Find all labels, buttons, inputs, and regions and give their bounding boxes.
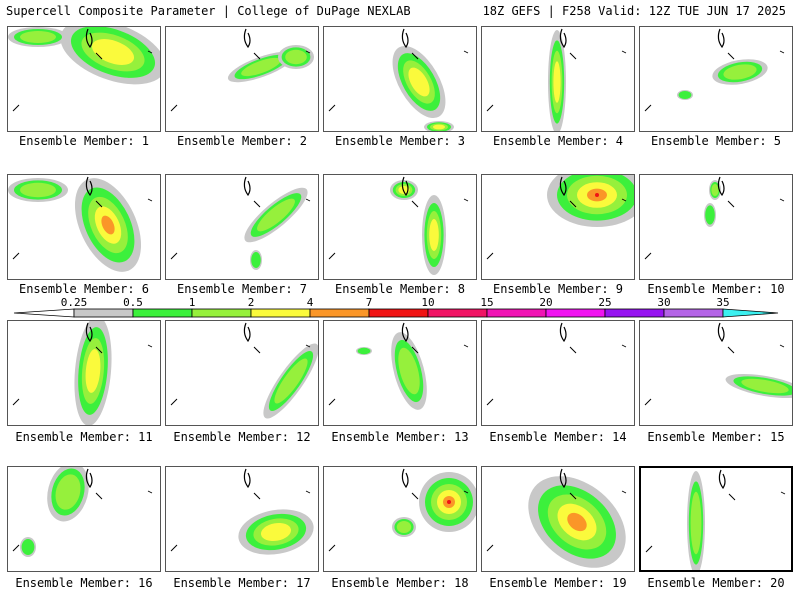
ensemble-member-panel[interactable] <box>165 320 319 426</box>
colorbar-segment <box>73 308 134 318</box>
colorbar-segment <box>486 308 547 318</box>
ensemble-member-label: Ensemble Member: 3 <box>334 134 466 148</box>
scp-map <box>8 176 153 272</box>
ensemble-member-panel[interactable] <box>639 26 793 132</box>
ensemble-member-label: Ensemble Member: 15 <box>647 430 785 444</box>
color-scale-legend: 0.25 0.5 1 2 4 7 10 15 20 25 30 35 <box>13 296 779 318</box>
ensemble-member-label: Ensemble Member: 12 <box>173 430 311 444</box>
colorbar-tick-label: 20 <box>539 296 552 309</box>
scp-map <box>170 176 311 270</box>
colorbar-tick-label: 30 <box>657 296 670 309</box>
ensemble-member-panel[interactable] <box>7 466 161 572</box>
ensemble-member-label: Ensemble Member: 16 <box>15 576 153 590</box>
ensemble-member-panel[interactable] <box>7 26 161 132</box>
colorbar-tick-label: 2 <box>248 296 255 309</box>
ensemble-member-label: Ensemble Member: 4 <box>492 134 624 148</box>
scp-map <box>8 27 160 112</box>
ensemble-member-label: Ensemble Member: 7 <box>176 282 308 296</box>
scp-map <box>486 28 627 131</box>
scp-map <box>486 175 634 260</box>
scp-map <box>328 468 476 552</box>
colorbar-segment <box>545 308 606 318</box>
colorbar-tick-label: 15 <box>480 296 493 309</box>
scp-map <box>328 28 469 131</box>
ensemble-member-label: Ensemble Member: 13 <box>331 430 469 444</box>
scp-map <box>486 468 627 568</box>
ensemble-member-panel[interactable] <box>165 174 319 280</box>
ensemble-member-label: Ensemble Member: 18 <box>331 576 469 590</box>
ensemble-member-label: Ensemble Member: 10 <box>647 282 785 296</box>
colorbar-tick-label: 7 <box>366 296 373 309</box>
ensemble-member-label: Ensemble Member: 19 <box>489 576 627 590</box>
colorbar-segment <box>604 308 665 318</box>
colorbar-tick-label: 0.25 <box>61 296 88 309</box>
colorbar-tick-label: 0.5 <box>123 296 143 309</box>
colorbar-tick-label: 10 <box>421 296 434 309</box>
scp-map <box>170 468 314 555</box>
ensemble-member-label: Ensemble Member: 9 <box>492 282 624 296</box>
colorbar-tick-label: 25 <box>598 296 611 309</box>
scp-map <box>328 322 469 410</box>
scp-map <box>644 28 785 112</box>
ensemble-member-label: Ensemble Member: 20 <box>647 576 785 590</box>
ensemble-member-panel[interactable] <box>7 174 161 280</box>
colorbar-segment <box>368 308 429 318</box>
ensemble-member-panel[interactable] <box>481 26 635 132</box>
ensemble-member-panel[interactable] <box>165 466 319 572</box>
colorbar-segment <box>722 308 779 318</box>
scp-map <box>12 467 153 557</box>
scp-map <box>644 176 785 260</box>
colorbar-low-arrow <box>13 308 75 318</box>
ensemble-member-panel[interactable] <box>639 320 793 426</box>
colorbar-segment <box>132 308 193 318</box>
colorbar-segment <box>427 308 488 318</box>
ensemble-member-panel[interactable] <box>7 320 161 426</box>
ensemble-member-panel[interactable] <box>481 174 635 280</box>
colorbar-tick-label: 1 <box>189 296 196 309</box>
colorbar-segment <box>250 308 311 318</box>
ensemble-member-panel[interactable] <box>323 466 477 572</box>
ensemble-member-label: Ensemble Member: 1 <box>18 134 150 148</box>
ensemble-member-panel[interactable] <box>323 320 477 426</box>
ensemble-member-panel[interactable] <box>323 174 477 280</box>
scp-map <box>645 469 786 570</box>
scp-map <box>12 321 153 425</box>
ensemble-member-label: Ensemble Member: 5 <box>650 134 782 148</box>
scp-map <box>328 176 469 275</box>
colorbar-segment <box>191 308 252 318</box>
ensemble-member-panel[interactable] <box>639 466 793 572</box>
scp-map <box>486 322 627 406</box>
colorbar-segment <box>663 308 724 318</box>
ensemble-member-panel[interactable] <box>639 174 793 280</box>
ensemble-member-label: Ensemble Member: 11 <box>15 430 153 444</box>
ensemble-member-label: Ensemble Member: 14 <box>489 430 627 444</box>
ensemble-member-panel[interactable] <box>481 466 635 572</box>
ensemble-member-panel[interactable] <box>323 26 477 132</box>
ensemble-member-label: Ensemble Member: 8 <box>334 282 466 296</box>
colorbar-segment <box>309 308 370 318</box>
ensemble-member-label: Ensemble Member: 6 <box>18 282 150 296</box>
ensemble-member-label: Ensemble Member: 17 <box>173 576 311 590</box>
scp-map <box>170 28 314 112</box>
model-run-info: 18Z GEFS | F258 Valid: 12Z TUE JUN 17 20… <box>482 4 786 18</box>
colorbar-tick-label: 4 <box>307 296 314 309</box>
ensemble-member-label: Ensemble Member: 2 <box>176 134 308 148</box>
ensemble-member-panel[interactable] <box>481 320 635 426</box>
ensemble-member-panel[interactable] <box>165 26 319 132</box>
product-title: Supercell Composite Parameter | College … <box>6 4 411 18</box>
colorbar-tick-label: 35 <box>716 296 729 309</box>
scp-map <box>170 322 318 419</box>
scp-map <box>644 322 792 406</box>
